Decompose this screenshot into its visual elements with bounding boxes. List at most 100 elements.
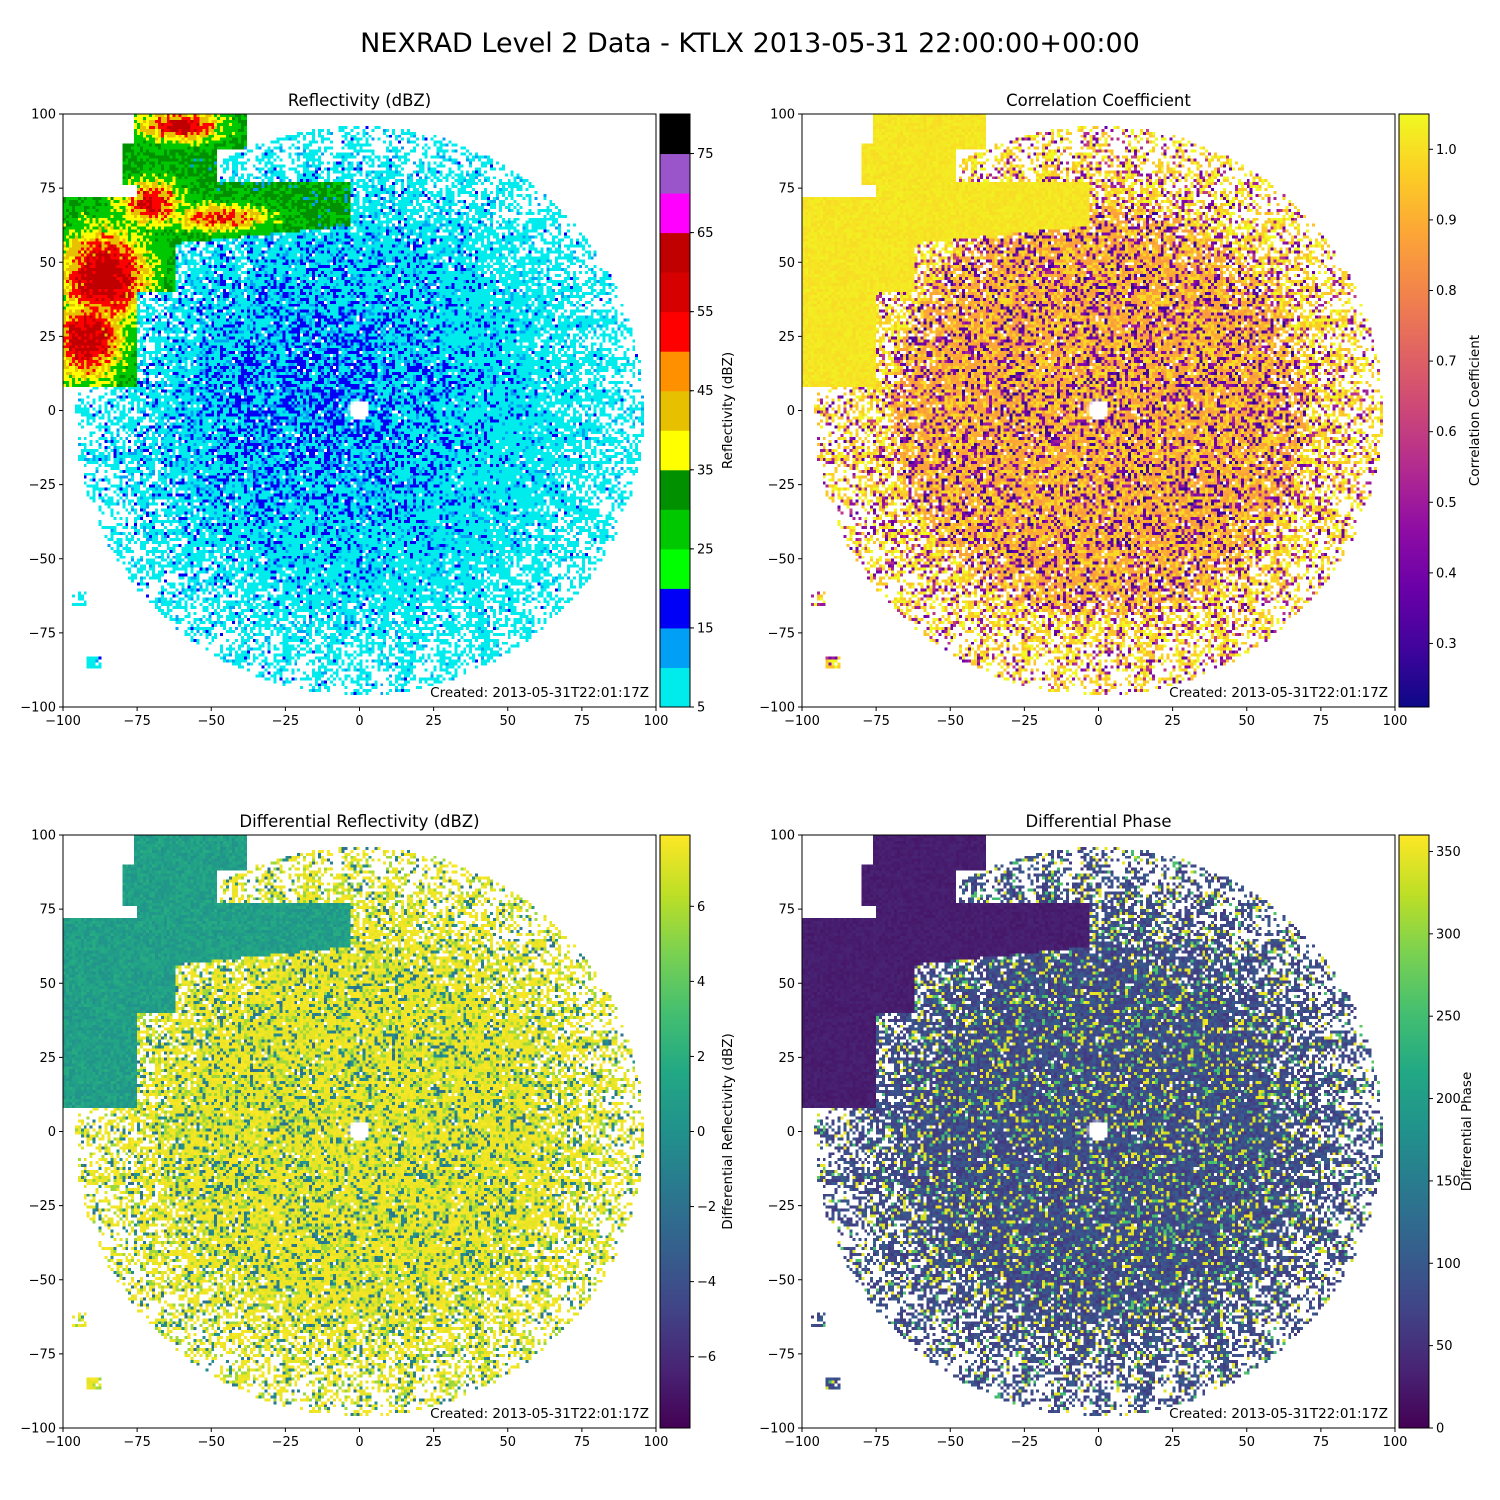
y-tick-label: −75 (29, 626, 56, 641)
y-tick-label: −50 (29, 1273, 56, 1288)
x-tick-label: −25 (1011, 714, 1038, 729)
colorbar-tick-label: 0.9 (1436, 213, 1457, 228)
y-tick-label: −100 (759, 701, 795, 716)
x-tick-label: −100 (45, 714, 81, 729)
colorbar-label: Differential Reflectivity (dBZ) (720, 1033, 736, 1230)
colorbar-tick-label: 55 (697, 305, 714, 320)
colorbar-tick-label: 4 (697, 975, 705, 990)
y-tick-label: −50 (768, 552, 795, 567)
colorbar: 5 15 25 35 45 55 65 75 Reflectivity (dBZ) (659, 113, 736, 716)
colorbar-segment (660, 232, 690, 273)
x-tick-label: 25 (1164, 1435, 1181, 1450)
y-tick-label: 50 (39, 977, 56, 992)
x-tick-label: 100 (644, 714, 669, 729)
y-tick-label: −25 (768, 478, 795, 493)
y-tick-label: 75 (778, 903, 795, 918)
colorbar-tick-label: 100 (1436, 1257, 1461, 1272)
y-tick-label: 0 (48, 404, 56, 419)
x-tick-label: 50 (499, 1435, 516, 1450)
x-tick-label: 100 (1383, 714, 1408, 729)
colorbar-tick-label: 15 (697, 621, 714, 636)
colorbar-segment (660, 588, 690, 629)
colorbar-tick-label: 0 (1436, 1422, 1444, 1437)
x-tick-label: −100 (45, 1435, 81, 1450)
colorbar-segment (660, 627, 690, 668)
colorbar-segment (660, 667, 690, 708)
panel-title: Reflectivity (dBZ) (288, 91, 431, 110)
colorbar-tick-label: 0 (697, 1125, 705, 1140)
colorbar: 0.3 0.4 0.5 0.6 0.7 0.8 0.9 1.0 Correlation Coef… (1398, 113, 1483, 708)
x-tick-label: −50 (198, 714, 225, 729)
y-tick-label: 50 (778, 256, 795, 271)
y-tick-label: −25 (768, 1199, 795, 1214)
y-tick-label: 100 (31, 829, 56, 844)
colorbar-gradient (1399, 114, 1429, 707)
colorbar-tick-label: −4 (697, 1275, 716, 1290)
panel-4: −100 −75 −50 −25 0 25 50 75 100 −100 −75 −50 −25 0 25 5… (759, 812, 1475, 1450)
colorbar-tick-label: 150 (1436, 1174, 1461, 1189)
y-tick-label: 0 (48, 1125, 56, 1140)
colorbar-tick-label: 350 (1436, 845, 1461, 860)
x-tick-label: −50 (198, 1435, 225, 1450)
x-tick-label: −100 (784, 1435, 820, 1450)
colorbar-tick-label: 35 (697, 463, 714, 478)
colorbar-tick-label: 0.3 (1436, 637, 1457, 652)
created-timestamp: Created: 2013-05-31T22:01:17Z (430, 1406, 649, 1422)
x-tick-label: −50 (937, 714, 964, 729)
colorbar-tick-label: 0.6 (1436, 425, 1457, 440)
x-tick-label: −25 (272, 1435, 299, 1450)
x-tick-label: 25 (425, 714, 442, 729)
colorbar-gradient (1399, 835, 1429, 1428)
x-tick-label: 50 (1238, 714, 1255, 729)
created-timestamp: Created: 2013-05-31T22:01:17Z (1169, 685, 1388, 701)
x-tick-label: −25 (272, 714, 299, 729)
x-tick-label: 100 (644, 1435, 669, 1450)
colorbar-frame (659, 113, 691, 708)
x-tick-label: 25 (425, 1435, 442, 1450)
x-tick-label: 0 (1094, 1435, 1102, 1450)
panel-title: Differential Phase (1025, 812, 1171, 831)
y-tick-label: −50 (29, 552, 56, 567)
x-tick-label: 75 (574, 1435, 591, 1450)
colorbar-tick-label: 6 (697, 900, 705, 915)
y-tick-label: −75 (29, 1347, 56, 1362)
colorbar: 0 50 100 150 200 250 300 350 Differential Phase (1398, 834, 1475, 1437)
y-tick-label: 25 (778, 1051, 795, 1066)
colorbar-tick-label: 45 (697, 384, 714, 399)
colorbar-tick-label: 0.5 (1436, 496, 1457, 511)
colorbar-frame (1398, 834, 1430, 1429)
colorbar: −6 −4 −2 0 2 4 6 Differential Reflectivity (dBZ… (659, 834, 736, 1429)
radar-field-image (63, 114, 656, 707)
y-tick-label: −25 (29, 478, 56, 493)
created-timestamp: Created: 2013-05-31T22:01:17Z (1169, 1406, 1388, 1422)
y-tick-label: 100 (770, 108, 795, 123)
y-tick-label: 25 (39, 330, 56, 345)
y-tick-label: −50 (768, 1273, 795, 1288)
colorbar-tick-label: 0.4 (1436, 566, 1457, 581)
y-tick-label: 0 (787, 1125, 795, 1140)
colorbar-tick-label: 1.0 (1436, 143, 1457, 158)
x-tick-label: 0 (355, 1435, 363, 1450)
y-tick-label: 25 (778, 330, 795, 345)
y-tick-label: 50 (778, 977, 795, 992)
y-tick-label: −100 (20, 701, 56, 716)
colorbar-tick-label: 50 (1436, 1339, 1453, 1354)
x-tick-label: 75 (1313, 1435, 1330, 1450)
radar-field-image (63, 835, 656, 1428)
panel-2: −100 −75 −50 −25 0 25 50 75 100 −100 −75 −50 −25 0 25 5… (759, 91, 1483, 729)
x-tick-label: −75 (862, 714, 889, 729)
figure-title: NEXRAD Level 2 Data - KTLX 2013-05-31 22… (360, 28, 1140, 59)
colorbar-tick-label: 300 (1436, 927, 1461, 942)
created-timestamp: Created: 2013-05-31T22:01:17Z (430, 685, 649, 701)
x-tick-label: 75 (1313, 714, 1330, 729)
y-tick-label: 75 (39, 903, 56, 918)
colorbar-tick-label: 5 (697, 701, 705, 716)
colorbar-label: Correlation Coefficient (1467, 335, 1483, 486)
colorbar-segment (660, 548, 690, 589)
colorbar-label: Differential Phase (1459, 1072, 1475, 1192)
x-tick-label: 50 (499, 714, 516, 729)
y-tick-label: 100 (770, 829, 795, 844)
x-tick-label: −25 (1011, 1435, 1038, 1450)
x-tick-label: 25 (1164, 714, 1181, 729)
